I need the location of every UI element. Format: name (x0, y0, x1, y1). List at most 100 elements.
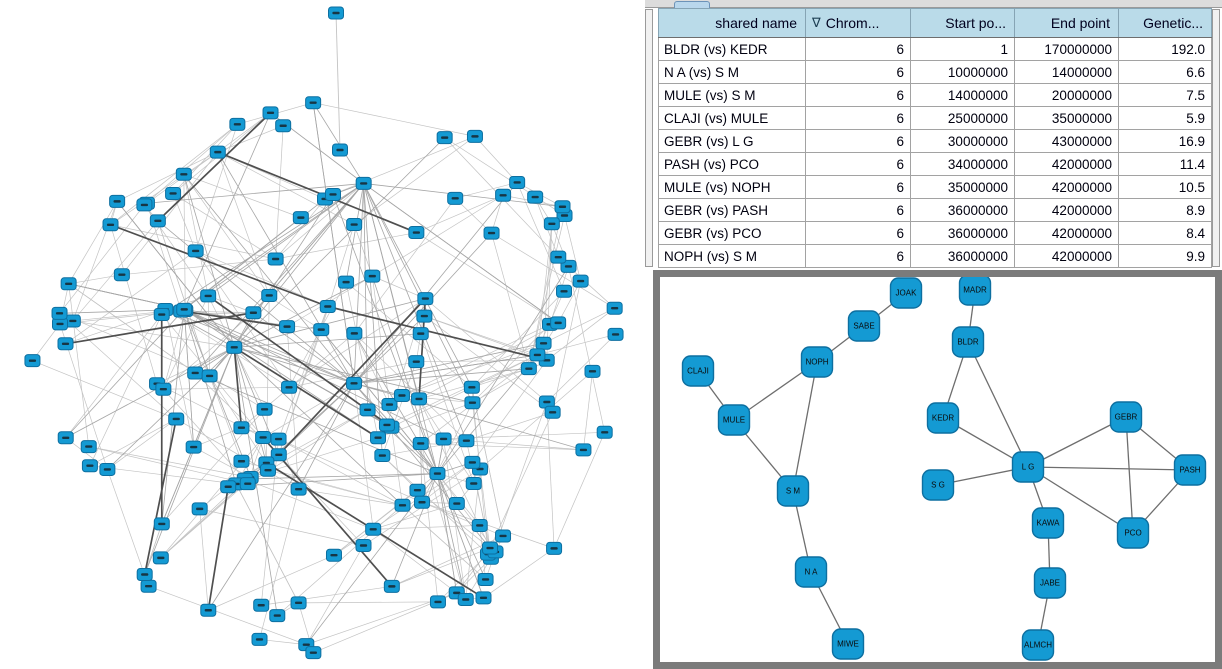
network-node[interactable] (24, 354, 41, 368)
network-node[interactable] (200, 603, 217, 617)
network-node[interactable] (355, 176, 372, 190)
table-cell[interactable]: MULE (vs) S M (658, 83, 806, 107)
selected-network-canvas[interactable]: JOAK MADR SABE BLDR NOPH CLAJI KEDR MULE GEBR L G… (660, 277, 1215, 662)
network-node[interactable] (482, 541, 499, 555)
network-node[interactable] (233, 421, 250, 435)
network-node[interactable] (584, 364, 601, 378)
network-node[interactable] (495, 529, 512, 543)
network-node[interactable] (338, 275, 355, 289)
network-node[interactable] (152, 551, 169, 565)
table-cell[interactable]: 6 (805, 221, 911, 245)
table-cell[interactable]: 6 (805, 129, 911, 153)
table-cell[interactable]: 36000000 (910, 221, 1015, 245)
network-node[interactable] (332, 143, 348, 157)
table-cell[interactable]: NOPH (vs) S M (658, 244, 806, 268)
network-node[interactable] (464, 455, 481, 469)
main-network-canvas[interactable] (0, 0, 653, 669)
table-left-scrollbar[interactable] (645, 9, 653, 267)
network-node[interactable]: CLAJI (681, 355, 715, 387)
network-node[interactable] (209, 145, 226, 159)
network-node[interactable] (136, 567, 153, 581)
selected-network-panel[interactable]: JOAK MADR SABE BLDR NOPH CLAJI KEDR MULE GEBR L G… (653, 270, 1222, 669)
network-node[interactable]: SABE (847, 310, 881, 342)
table-cell[interactable]: N A (vs) S M (658, 60, 806, 84)
network-node[interactable] (464, 396, 481, 410)
network-node[interactable] (226, 340, 243, 354)
network-node[interactable] (140, 579, 157, 593)
network-edge[interactable] (792, 361, 818, 492)
network-node[interactable]: JABE (1033, 567, 1067, 599)
network-node[interactable] (187, 244, 204, 258)
table-cell[interactable]: 192.0 (1118, 37, 1212, 61)
network-node[interactable] (381, 398, 398, 412)
network-node[interactable] (267, 252, 284, 266)
network-node[interactable] (149, 214, 166, 228)
table-cell[interactable]: 6 (805, 152, 911, 176)
table-cell[interactable]: 1 (910, 37, 1015, 61)
network-node[interactable] (346, 326, 363, 340)
table-header-cell[interactable]: shared name (658, 8, 806, 38)
table-row[interactable]: N A (vs) S M 6 10000000 14000000 6.6 (658, 60, 1212, 84)
sort-filter-icon[interactable]: ∇ (812, 14, 821, 30)
network-node[interactable] (417, 292, 434, 306)
network-node[interactable] (51, 317, 68, 331)
network-node[interactable]: MADR (958, 277, 992, 306)
network-node[interactable] (60, 277, 77, 291)
table-cell[interactable]: 6.6 (1118, 60, 1212, 84)
table-row[interactable]: GEBR (vs) PASH 6 36000000 42000000 8.9 (658, 198, 1212, 222)
network-edge[interactable] (967, 341, 1029, 468)
network-node[interactable] (153, 308, 170, 322)
network-node[interactable] (465, 476, 482, 490)
table-header-cell[interactable]: ∇ Chrom... (805, 8, 911, 38)
network-node[interactable] (269, 609, 286, 623)
network-node[interactable] (477, 572, 494, 586)
table-cell[interactable]: 9.9 (1118, 244, 1212, 268)
network-edge[interactable] (1125, 416, 1134, 534)
network-node[interactable] (429, 595, 446, 609)
network-node[interactable] (448, 497, 465, 511)
table-cell[interactable]: 7.5 (1118, 83, 1212, 107)
network-node[interactable] (606, 301, 623, 315)
table-header-cell[interactable]: Start po... (910, 8, 1015, 38)
network-node[interactable] (529, 348, 546, 362)
network-node[interactable] (535, 336, 552, 350)
network-node[interactable]: N A (794, 556, 828, 588)
table-cell[interactable]: 11.4 (1118, 152, 1212, 176)
table-header-cell[interactable]: End point (1014, 8, 1119, 38)
network-node[interactable] (200, 289, 217, 303)
network-node[interactable] (325, 548, 342, 562)
table-cell[interactable]: PASH (vs) PCO (658, 152, 806, 176)
network-node[interactable] (305, 96, 322, 110)
network-node[interactable] (475, 591, 492, 605)
network-node[interactable] (261, 288, 278, 302)
network-edge[interactable] (1027, 466, 1134, 534)
network-node[interactable] (191, 502, 208, 516)
network-node[interactable] (374, 449, 391, 463)
table-row[interactable]: MULE (vs) S M 6 14000000 20000000 7.5 (658, 83, 1212, 107)
network-node[interactable] (411, 392, 428, 406)
network-node[interactable] (412, 436, 429, 450)
network-node[interactable] (290, 596, 307, 610)
table-cell[interactable]: GEBR (vs) PCO (658, 221, 806, 245)
network-node[interactable]: KAWA (1031, 507, 1065, 539)
table-row[interactable]: GEBR (vs) L G 6 30000000 43000000 16.9 (658, 129, 1212, 153)
network-node[interactable] (251, 632, 268, 646)
network-node[interactable] (153, 517, 170, 531)
network-node[interactable] (99, 462, 116, 476)
network-node[interactable] (458, 434, 475, 448)
tab-fragment[interactable] (674, 1, 710, 9)
table-row[interactable]: BLDR (vs) KEDR 6 1 170000000 192.0 (658, 37, 1212, 61)
network-node[interactable] (165, 186, 182, 200)
network-edge[interactable] (1027, 466, 1191, 471)
network-node[interactable] (463, 380, 480, 394)
network-node[interactable] (538, 395, 555, 409)
table-cell[interactable]: 42000000 (1014, 221, 1119, 245)
network-node[interactable] (359, 403, 376, 417)
network-node[interactable] (466, 129, 483, 143)
network-node[interactable] (290, 482, 307, 496)
network-node[interactable] (168, 412, 185, 426)
table-cell[interactable]: 6 (805, 83, 911, 107)
table-cell[interactable]: 35000000 (1014, 106, 1119, 130)
network-node[interactable]: MIWE (831, 628, 865, 660)
table-cell[interactable]: 14000000 (1014, 60, 1119, 84)
